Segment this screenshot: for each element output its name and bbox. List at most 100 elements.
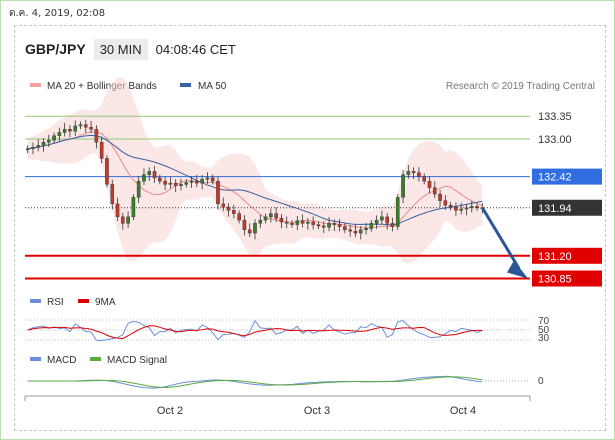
candle-body bbox=[306, 221, 310, 224]
candle-body bbox=[390, 223, 395, 227]
candle-body bbox=[469, 206, 474, 208]
level-tag-4 bbox=[532, 247, 602, 264]
candle-body bbox=[411, 171, 416, 173]
rsi-tick-70: 70 bbox=[538, 316, 550, 327]
level-label-4: 131.20 bbox=[538, 251, 572, 263]
legend-macd-label: MACD bbox=[47, 355, 76, 366]
candle-body bbox=[279, 217, 284, 223]
candle-body bbox=[438, 193, 442, 201]
candle-body bbox=[237, 213, 241, 221]
candle-body bbox=[327, 223, 331, 228]
macd-tick-0: 0 bbox=[538, 376, 544, 387]
legend-9ma-label: 9MA bbox=[95, 297, 116, 308]
candle-body bbox=[52, 135, 56, 141]
candle-body bbox=[295, 220, 300, 225]
candle-body bbox=[226, 206, 231, 211]
rsi-tick-50: 50 bbox=[538, 325, 550, 336]
candle-body bbox=[205, 177, 210, 180]
candle-body bbox=[422, 176, 426, 182]
candle-body bbox=[253, 223, 257, 234]
candle-body bbox=[247, 229, 252, 234]
candle-body bbox=[364, 228, 368, 231]
candle-body bbox=[385, 216, 389, 224]
level-label-2: 132.42 bbox=[538, 172, 572, 184]
candle-body bbox=[152, 171, 157, 179]
macd-plot bbox=[27, 375, 530, 389]
candle-body bbox=[448, 204, 453, 208]
legend-rsi-label: RSI bbox=[47, 297, 64, 308]
ma20-line bbox=[27, 131, 483, 229]
candle-body bbox=[401, 174, 405, 198]
candle-body bbox=[31, 147, 35, 149]
candle-body bbox=[343, 226, 347, 231]
timeframe-button[interactable]: 30 MIN bbox=[93, 38, 148, 60]
candle-body bbox=[454, 206, 458, 211]
candle-body bbox=[358, 229, 363, 234]
macd-signal-line bbox=[27, 376, 483, 388]
candle-body bbox=[459, 208, 464, 211]
level-tag-2 bbox=[532, 168, 602, 185]
level-label-3: 131.94 bbox=[538, 203, 572, 215]
ma50-line bbox=[27, 134, 483, 226]
candle-body bbox=[216, 180, 220, 205]
main-plot: 133.35 133.00 132.42 131.94 131.20 130.85 bbox=[25, 77, 602, 287]
legend-rsi-swatch bbox=[30, 299, 41, 303]
clock-label: 04:08:46 CET bbox=[155, 41, 236, 57]
level-label-1: 133.00 bbox=[538, 134, 572, 146]
candle-body bbox=[380, 216, 384, 221]
rsi-ma-line bbox=[27, 325, 483, 340]
bollinger-band bbox=[27, 77, 483, 264]
legend-9ma-swatch bbox=[78, 299, 89, 303]
candle-body bbox=[121, 216, 125, 224]
candle-body bbox=[78, 124, 83, 127]
candle-body bbox=[258, 219, 263, 224]
pair-label: GBP/JPY bbox=[25, 41, 86, 57]
candle-body bbox=[62, 129, 67, 133]
candle-body bbox=[68, 129, 72, 132]
candle-body bbox=[105, 158, 109, 185]
candle-body bbox=[427, 180, 432, 188]
candle-body bbox=[94, 129, 99, 143]
rsi-tick-30: 30 bbox=[538, 333, 550, 344]
candle-body bbox=[126, 216, 130, 224]
candle-body bbox=[99, 141, 104, 159]
candle-body bbox=[232, 210, 236, 214]
candle-body bbox=[417, 172, 421, 177]
candle-body bbox=[142, 174, 146, 182]
candle-body bbox=[163, 180, 167, 185]
legend-ma20-swatch bbox=[30, 83, 41, 87]
level-label-0: 133.35 bbox=[538, 111, 572, 123]
legend-ma20-label: MA 20 + Bollinger Bands bbox=[47, 81, 157, 92]
candle-body bbox=[25, 148, 30, 151]
candle-body bbox=[189, 180, 194, 183]
candle-body bbox=[406, 171, 411, 175]
rsi-plot bbox=[25, 319, 530, 341]
candle-body bbox=[353, 230, 358, 234]
x-tick-oct2: Oct 2 bbox=[157, 405, 183, 417]
candle-body bbox=[110, 184, 115, 205]
candle-body bbox=[263, 216, 268, 221]
candle-body bbox=[168, 182, 173, 185]
candle-body bbox=[73, 125, 78, 132]
candle-body bbox=[36, 145, 41, 148]
candle-body bbox=[46, 140, 51, 143]
candle-body bbox=[337, 224, 342, 227]
candle-body bbox=[84, 124, 88, 128]
candle-body bbox=[274, 213, 278, 219]
candle-body bbox=[57, 132, 62, 136]
legend-ma50-swatch bbox=[180, 83, 191, 87]
candle-body bbox=[269, 213, 273, 218]
candle-body bbox=[316, 224, 321, 227]
candle-body bbox=[242, 219, 247, 231]
candle-body bbox=[221, 203, 226, 208]
candle-body bbox=[115, 203, 120, 218]
candle-body bbox=[464, 207, 469, 210]
level-tag-3 bbox=[532, 199, 602, 216]
candle-body bbox=[369, 223, 374, 229]
x-tick-oct4: Oct 4 bbox=[450, 405, 476, 417]
candle-body bbox=[432, 187, 437, 195]
candle-body bbox=[131, 197, 136, 218]
projection-arrow-line bbox=[481, 206, 521, 270]
candle-body bbox=[332, 223, 337, 225]
